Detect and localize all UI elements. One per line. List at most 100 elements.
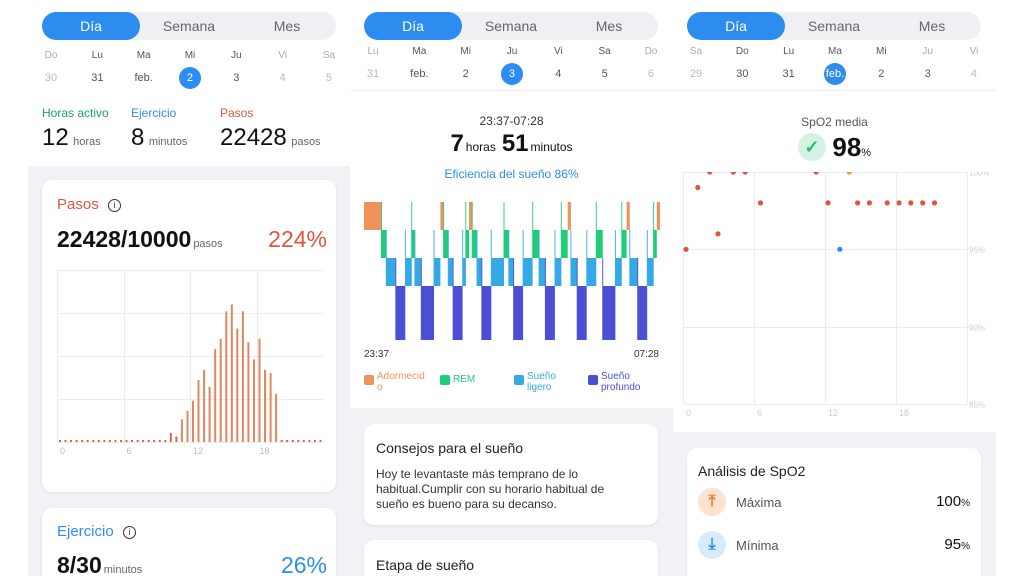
date-item[interactable]: 4	[555, 68, 562, 80]
sleep-stage-segment	[653, 230, 657, 258]
stat-unit: minutos	[148, 136, 188, 148]
date-item[interactable]: 31	[366, 68, 380, 80]
spo2-point	[908, 200, 914, 206]
date-item[interactable]: 3	[924, 68, 931, 80]
sleep-stage-segment	[443, 230, 449, 258]
steps-bar	[214, 349, 217, 442]
steps-card-title: Pasos	[57, 196, 99, 213]
tab-dia[interactable]: Día	[364, 12, 462, 40]
stat-value: 22428	[220, 124, 287, 151]
date-item[interactable]: 31	[91, 72, 104, 84]
sleep-time-range: 23:37-07:28	[479, 114, 544, 128]
date-item[interactable]: 3	[233, 72, 240, 84]
date-item[interactable]: 5	[601, 68, 608, 80]
info-icon[interactable]: i	[122, 526, 136, 539]
sleep-stage-segment	[386, 258, 396, 286]
legend-swatch	[364, 375, 374, 385]
date-item[interactable]: 2	[462, 68, 469, 80]
divider	[673, 90, 996, 91]
tab-mes[interactable]: Mes	[273, 18, 301, 34]
weekday: Sa	[322, 50, 336, 61]
sleep-minutes: 51	[501, 130, 529, 157]
date-item[interactable]: 5	[325, 72, 333, 84]
spo2-point	[813, 172, 819, 175]
steps-bar	[153, 440, 156, 442]
date-item[interactable]: 30	[736, 68, 749, 80]
steps-summary: 22428/10000 pasos 224%	[57, 226, 327, 253]
stat-value: 12	[42, 124, 69, 151]
tab-semana[interactable]: Semana	[484, 18, 538, 34]
steps-bar	[219, 338, 222, 442]
steps-bar	[280, 440, 283, 442]
sleep-legend: Adormecid o REM Sueño ligero Sueño profu…	[364, 371, 664, 399]
date-item[interactable]: 30	[44, 72, 58, 84]
sleep-stage-segment	[532, 230, 540, 258]
date-item[interactable]: 29	[689, 68, 703, 80]
date-item[interactable]: 31	[782, 68, 795, 80]
spo2-point	[757, 200, 764, 206]
date-item[interactable]: 2	[878, 68, 885, 80]
sleep-stage-segment	[481, 286, 492, 340]
steps-bar	[64, 440, 67, 442]
sleep-stage-segment	[491, 258, 504, 286]
steps-bar	[120, 440, 122, 442]
date-item[interactable]: feb.	[134, 72, 153, 84]
date-item-selected[interactable]: 3	[500, 63, 523, 85]
date-item[interactable]: feb.	[410, 68, 429, 80]
sleep-stage-segment	[539, 258, 546, 286]
sleep-stage-card[interactable]: Etapa de sueño	[364, 540, 658, 576]
tab-mes[interactable]: Mes	[918, 18, 946, 34]
check-icon: ✓	[797, 133, 826, 161]
info-icon[interactable]: i	[107, 199, 121, 212]
date-item[interactable]: 4	[970, 68, 978, 80]
steps-bar	[241, 311, 244, 442]
tab-mes[interactable]: Mes	[595, 18, 623, 34]
weekday: Do	[644, 46, 658, 57]
weekday-row: Sa Do Lu Ma Mi Ju Vi	[685, 46, 985, 57]
sleep-tips-title: Consejos para el sueño	[376, 440, 524, 456]
steps-bar	[253, 359, 255, 442]
exercise-percent: 26%	[280, 552, 327, 576]
weekday: Lu	[367, 46, 379, 57]
sleep-stage-chart	[364, 202, 660, 340]
sleep-tips-card[interactable]: Consejos para el sueño Hoy te levantaste…	[364, 424, 658, 525]
date-item-selected[interactable]: 2	[178, 67, 201, 89]
spo2-point	[825, 200, 831, 206]
tab-dia[interactable]: Día	[42, 12, 140, 40]
x-tick-label: 0	[60, 446, 65, 456]
sleep-efficiency: Eficiencia del sueño 86%	[444, 167, 579, 181]
exercise-card[interactable]: Ejercicio i 8/30 minutos 26%	[42, 508, 336, 576]
weekday: Vi	[278, 50, 287, 61]
steps-bar	[92, 440, 95, 442]
x-tick-label: 18	[899, 408, 909, 418]
stat-label: Pasos	[220, 106, 254, 120]
weekday: Ju	[922, 46, 933, 57]
sleep-hours-unit: horas	[465, 140, 496, 154]
spo2-point	[707, 172, 713, 175]
date-item[interactable]: 6	[647, 68, 655, 80]
x-tick-label: 6	[127, 446, 132, 456]
sleep-stage-segment	[561, 230, 568, 258]
steps-bar	[114, 440, 117, 442]
weekday: Ma	[136, 50, 151, 61]
sleep-stage-segment	[440, 202, 444, 230]
legend-swatch	[440, 375, 450, 385]
steps-bar	[97, 440, 100, 442]
spo2-point	[742, 172, 748, 175]
steps-bar	[125, 440, 128, 442]
spo2-min-label: Mínima	[736, 538, 779, 553]
steps-card[interactable]: Pasos i 22428/10000 pasos 224% 0 6 12 18	[42, 180, 336, 492]
sleep-stage-segment	[453, 286, 463, 340]
steps-bar	[236, 328, 239, 442]
tab-semana[interactable]: Semana	[807, 18, 861, 34]
spo2-min-value-group: 95%	[944, 536, 970, 554]
date-item-selected[interactable]: feb.	[823, 63, 846, 85]
sleep-stage-segment	[586, 258, 597, 286]
stat-unit: pasos	[291, 136, 321, 148]
tab-semana[interactable]: Semana	[162, 18, 216, 34]
spo2-analysis-card[interactable]: Análisis de SpO2 ⤒ Máxima 100% ⤓ Mínima …	[687, 448, 981, 576]
date-item[interactable]: 4	[279, 72, 286, 84]
tab-dia[interactable]: Día	[687, 12, 785, 40]
sleep-hours: 7	[450, 130, 464, 157]
steps-bar	[136, 440, 139, 442]
